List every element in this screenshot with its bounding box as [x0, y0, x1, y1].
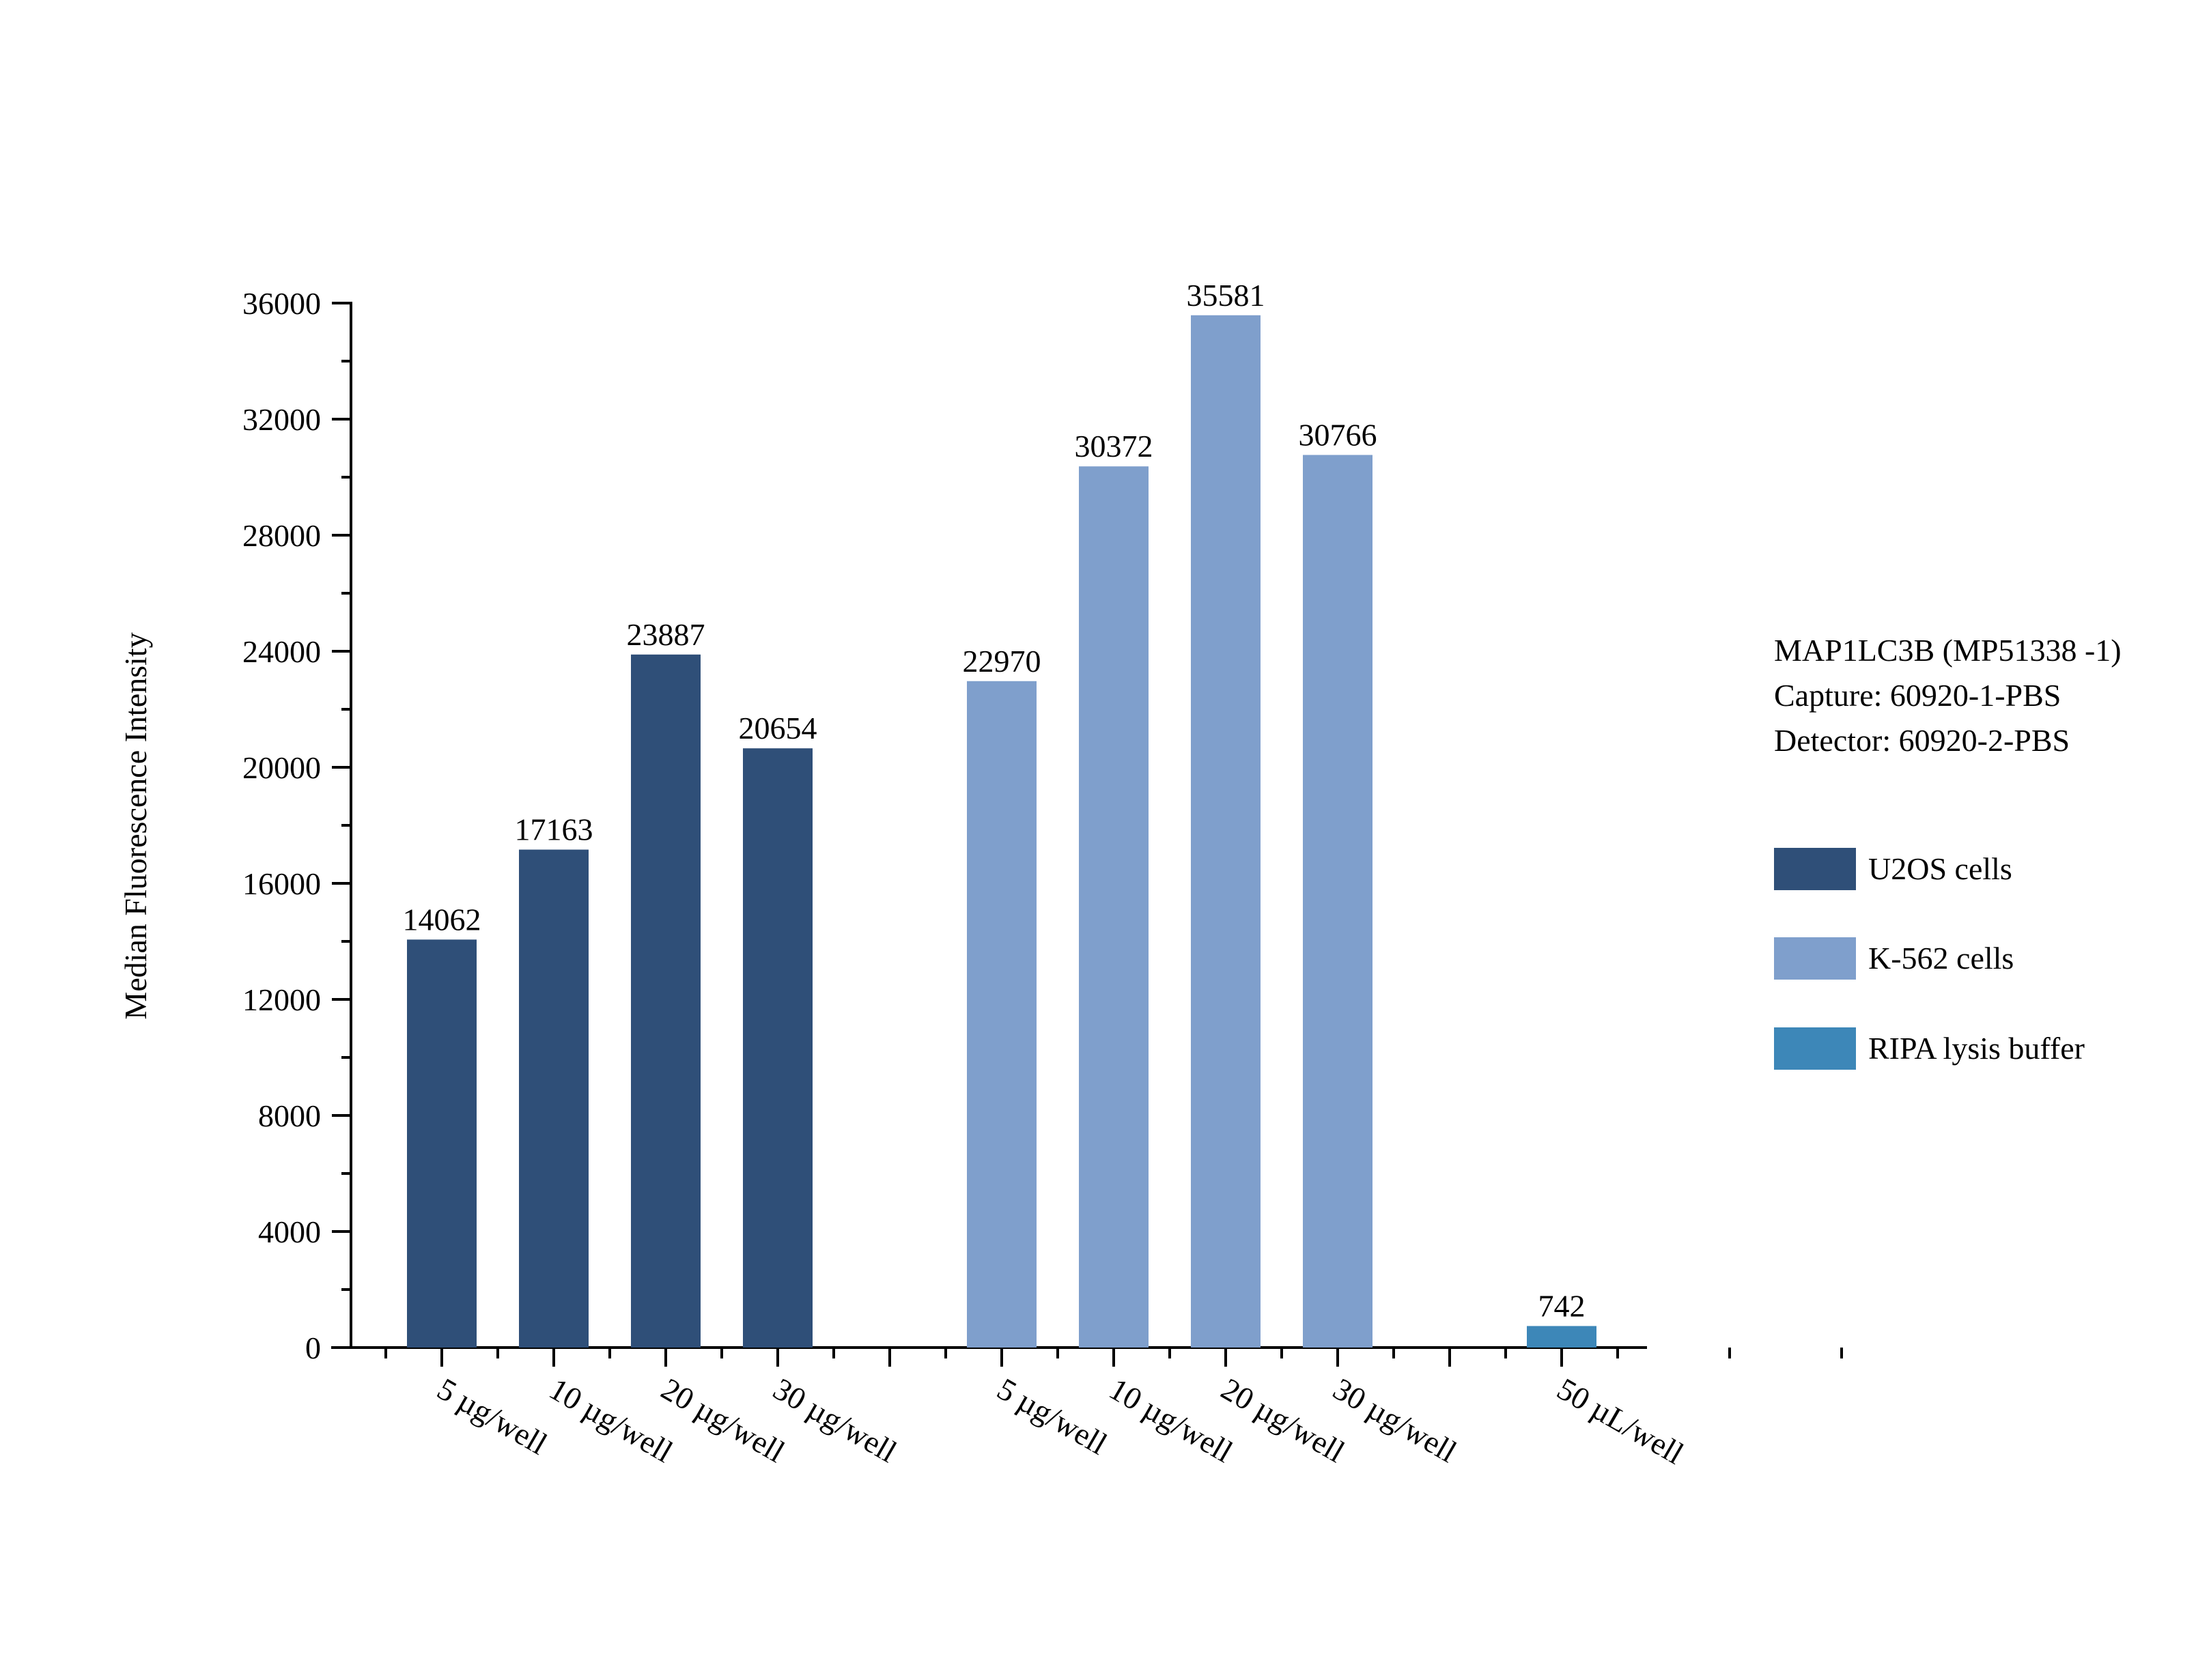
x-tick-label: 5 µg/well	[432, 1371, 553, 1461]
data-label: 14062	[403, 902, 481, 937]
info-protein: MAP1LC3B (MP51338 -1)	[1774, 633, 2122, 668]
bar	[743, 748, 813, 1348]
bar	[1527, 1326, 1596, 1348]
y-tick-label: 20000	[242, 750, 321, 785]
info-capture: Capture: 60920-1-PBS	[1774, 678, 2061, 713]
x-tick-label: 5 µg/well	[991, 1371, 1113, 1461]
y-tick-label: 4000	[258, 1214, 321, 1249]
legend-label: RIPA lysis buffer	[1868, 1031, 2085, 1066]
bars	[407, 315, 1596, 1348]
data-label: 35581	[1187, 278, 1265, 313]
bar	[1303, 455, 1372, 1348]
legend-swatch	[1774, 848, 1856, 890]
y-tick-label: 12000	[242, 982, 321, 1017]
data-label: 22970	[963, 644, 1041, 679]
x-tick-label: 10 µg/well	[1103, 1371, 1239, 1469]
bar	[407, 939, 477, 1348]
legend-swatch	[1774, 1027, 1856, 1070]
data-label: 23887	[627, 617, 705, 652]
legend-swatch	[1774, 937, 1856, 980]
x-tick-label: 30 µg/well	[1327, 1371, 1463, 1469]
y-tick-label: 16000	[242, 866, 321, 901]
x-tick-label: 50 µL/well	[1551, 1371, 1689, 1470]
x-tick-label: 20 µg/well	[1215, 1371, 1351, 1469]
axes: 0 4000 8000 12000 16000 20000 24000 28000 32000 3…	[242, 286, 1843, 1367]
labels: 14062 5 µg/well 17163 10 µg/well 23887 20 µg/…	[403, 278, 1690, 1471]
y-tick-label: 32000	[242, 402, 321, 437]
x-tick-label: 30 µg/well	[768, 1371, 903, 1469]
y-tick-label: 36000	[242, 286, 321, 321]
data-label: 30766	[1299, 417, 1377, 452]
data-label: 20654	[739, 711, 817, 745]
y-tick-label: 24000	[242, 634, 321, 669]
y-tick-label: 0	[305, 1330, 321, 1365]
bar	[631, 654, 701, 1348]
y-tick-label: 8000	[258, 1098, 321, 1133]
legend-label: U2OS cells	[1868, 851, 2012, 886]
bar	[1079, 466, 1149, 1348]
bar	[519, 849, 589, 1348]
info-detector: Detector: 60920-2-PBS	[1774, 723, 2070, 758]
y-tick-label: 28000	[242, 518, 321, 553]
legend-label: K-562 cells	[1868, 941, 2014, 976]
data-label: 742	[1538, 1288, 1586, 1323]
bar	[967, 681, 1037, 1348]
x-tick-label: 20 µg/well	[656, 1371, 791, 1469]
bar	[1191, 315, 1261, 1348]
data-label: 30372	[1075, 429, 1153, 464]
x-tick-label: 10 µg/well	[544, 1371, 679, 1469]
data-label: 17163	[515, 812, 593, 847]
y-axis-label: Median Fluorescence Intensity	[118, 632, 153, 1019]
